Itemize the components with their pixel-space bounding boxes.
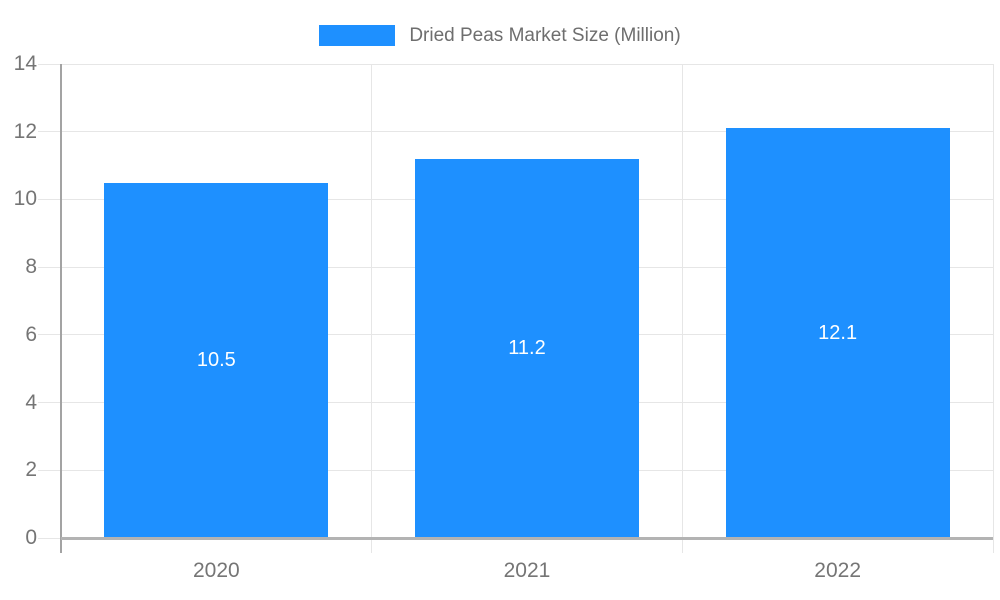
y-tick-label: 4: [25, 390, 37, 414]
legend-label: Dried Peas Market Size (Million): [409, 24, 681, 46]
legend: Dried Peas Market Size (Million): [0, 24, 1000, 46]
y-tick-label: 2: [25, 458, 37, 482]
bar: [415, 158, 639, 538]
bar: [104, 182, 329, 538]
category-separator: [371, 64, 373, 553]
y-tick-label: 8: [25, 255, 37, 279]
y-axis-line: [60, 64, 62, 553]
bar: [725, 128, 950, 538]
plot-right-border: [992, 64, 994, 553]
x-axis-line: [61, 537, 993, 540]
bar-value-label: 10.5: [196, 349, 236, 372]
bar-value-label: 12.1: [818, 322, 858, 345]
category-separator: [681, 64, 683, 553]
x-tick-label: 2022: [814, 559, 862, 582]
y-tick-label: 10: [13, 187, 37, 211]
y-axis-tick: [38, 537, 61, 539]
x-tick-label: 2021: [503, 559, 551, 582]
y-tick-label: 6: [25, 322, 37, 346]
gridline: [38, 63, 993, 65]
y-tick-label: 0: [25, 526, 37, 549]
gridline: [38, 131, 993, 133]
legend-swatch: [319, 24, 396, 46]
bar-value-label: 11.2: [508, 337, 546, 360]
y-tick-label: 12: [13, 119, 37, 143]
x-tick-label: 2020: [192, 559, 240, 582]
y-tick-label: 14: [13, 52, 37, 75]
